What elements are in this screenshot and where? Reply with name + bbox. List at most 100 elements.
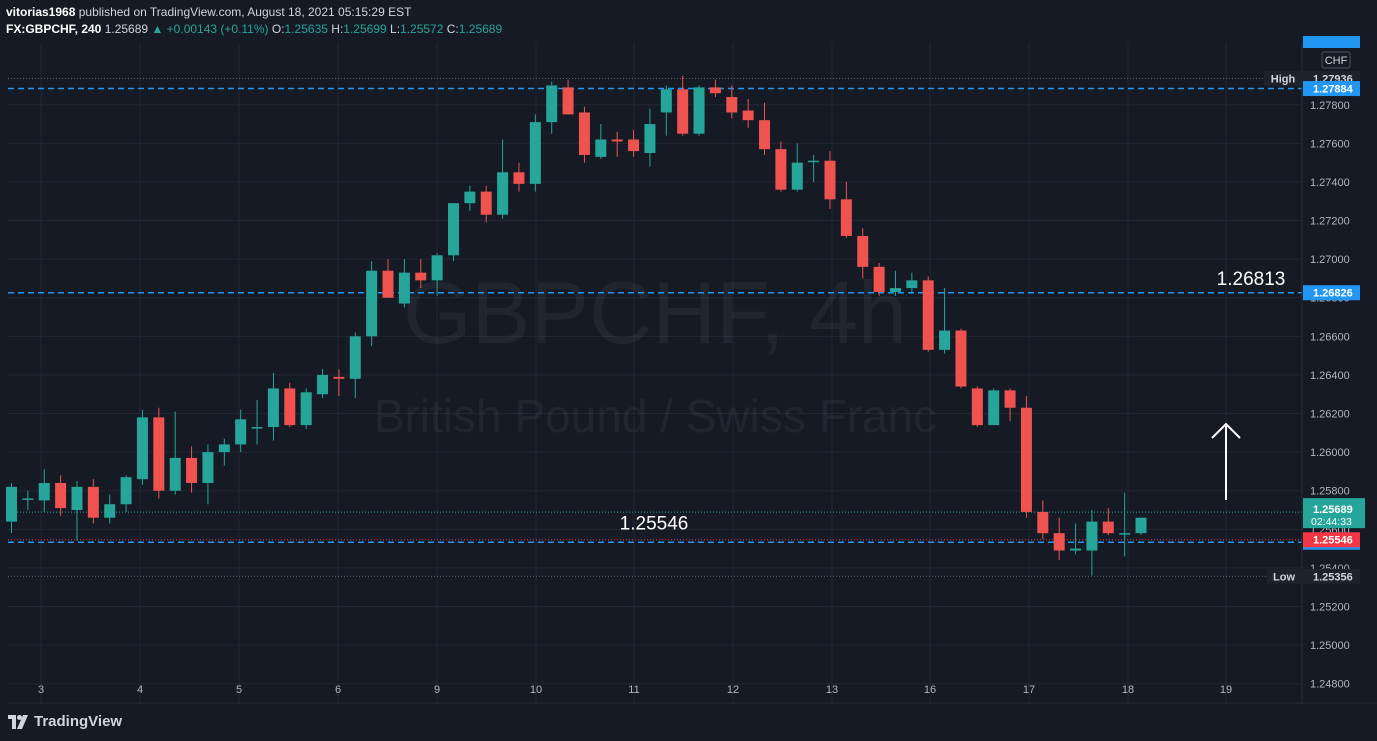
candle-body[interactable] [759, 120, 771, 150]
candle-body[interactable] [889, 288, 901, 292]
publish-line: vitorias1968 published on TradingView.co… [6, 4, 502, 21]
candle-body[interactable] [398, 272, 410, 304]
candle-body[interactable] [87, 486, 99, 518]
candle-body[interactable] [578, 112, 590, 155]
candle-body[interactable] [726, 97, 738, 113]
candle-body[interactable] [1119, 533, 1131, 535]
ohlc-line: FX:GBPCHF, 240 1.25689 ▲ +0.00143 (+0.11… [6, 21, 502, 38]
low-value-tag[interactable]: 1.25356 [1313, 571, 1353, 583]
candle-body[interactable] [922, 280, 934, 350]
candle-body[interactable] [529, 122, 541, 184]
candle-body[interactable] [202, 452, 214, 483]
candle-body[interactable] [644, 124, 656, 153]
candle-body[interactable] [300, 392, 312, 426]
candle-body[interactable] [366, 270, 378, 337]
candle-body[interactable] [333, 376, 345, 379]
candle-body[interactable] [546, 85, 558, 123]
candle-body[interactable] [840, 199, 852, 236]
candle-body[interactable] [808, 160, 820, 163]
candle-body[interactable] [251, 427, 263, 429]
candle-body[interactable] [136, 417, 148, 480]
grid [8, 43, 1302, 703]
candle-body[interactable] [628, 139, 640, 152]
candle-body[interactable] [153, 417, 165, 491]
candle-body[interactable] [38, 483, 50, 501]
candle-body[interactable] [104, 504, 116, 518]
candle-body[interactable] [464, 191, 476, 204]
candle-body[interactable] [955, 330, 967, 387]
last-price-tag[interactable]: 1.25689 [1313, 504, 1353, 516]
candle-body[interactable] [71, 486, 83, 511]
candle-body[interactable] [235, 419, 247, 445]
candle-body[interactable] [873, 266, 885, 292]
candle-body[interactable] [1053, 533, 1065, 551]
candle-body[interactable] [1020, 407, 1032, 512]
candle-body[interactable] [1004, 390, 1016, 408]
candle-body[interactable] [1135, 517, 1147, 534]
price-annotation[interactable]: 1.25546 [620, 514, 689, 535]
candle-body[interactable] [677, 89, 689, 134]
time-tick: 18 [1122, 684, 1134, 696]
candle-body[interactable] [971, 388, 983, 426]
candle-body[interactable] [382, 270, 394, 298]
candle-body[interactable] [415, 272, 427, 281]
candle-body[interactable] [791, 162, 803, 190]
candle-body[interactable] [267, 388, 279, 428]
candle-body[interactable] [447, 203, 459, 256]
candle-body[interactable] [709, 87, 721, 94]
bid-tag[interactable]: 1.25546 [1313, 535, 1353, 547]
candle-body[interactable] [120, 477, 132, 505]
close-value: 1.25689 [458, 22, 503, 36]
price-tick: 1.24800 [1310, 679, 1350, 691]
high-label: H: [331, 22, 344, 36]
candle-body[interactable] [906, 280, 918, 289]
level-tag-1[interactable]: 1.27884 [1313, 84, 1354, 96]
horizontal-lines [8, 78, 1302, 577]
time-tick: 11 [628, 684, 639, 696]
candle-body[interactable] [480, 191, 492, 215]
author-name[interactable]: vitorias1968 [6, 5, 76, 19]
candle-body[interactable] [55, 483, 67, 509]
price-tick: 1.25800 [1310, 486, 1350, 498]
candle-body[interactable] [693, 87, 705, 134]
candle-body[interactable] [431, 255, 443, 281]
low-value-tag-bg [1303, 568, 1360, 584]
candle-body[interactable] [611, 139, 623, 142]
candle-body[interactable] [1037, 511, 1049, 534]
candle-body[interactable] [595, 139, 607, 157]
candle-body[interactable] [1102, 521, 1114, 534]
candle-body[interactable] [1086, 521, 1098, 551]
candle-body[interactable] [775, 149, 787, 190]
price-annotation[interactable]: 1.26813 [1217, 269, 1286, 290]
candle-body[interactable] [562, 87, 574, 115]
candle-body[interactable] [497, 172, 509, 215]
time-axis[interactable]: 3 4 5 6 9 10 11 12 13 16 17 18 19 [38, 684, 1232, 696]
candle-body[interactable] [186, 457, 198, 483]
candle-body[interactable] [6, 486, 17, 522]
symbol-label[interactable]: FX:GBPCHF, 240 [6, 22, 102, 36]
price-axis[interactable]: 1.27800 1.27600 1.27400 1.27200 1.27000 1.268… [1310, 100, 1350, 691]
candle-body[interactable] [824, 160, 836, 200]
candle-body[interactable] [169, 457, 181, 491]
candle-body[interactable] [218, 444, 230, 453]
candle-body[interactable] [660, 89, 672, 113]
candle-body[interactable] [742, 110, 754, 121]
candle-body[interactable] [988, 390, 1000, 426]
candle-body[interactable] [513, 172, 525, 184]
candle-body[interactable] [1070, 548, 1082, 551]
candle-body[interactable] [857, 235, 869, 267]
watermark-name: British Pound / Swiss Franc [374, 390, 936, 442]
price-tick: 1.27200 [1310, 216, 1350, 228]
currency-badge[interactable]: CHF [1321, 51, 1351, 69]
candle-body[interactable] [22, 498, 34, 500]
candle-body[interactable] [349, 336, 361, 379]
watermark-symbol: GBPCHF, 4h [403, 263, 907, 362]
price-change: +0.00143 (+0.11%) [166, 22, 269, 36]
tradingview-branding[interactable]: TradingView [8, 713, 122, 730]
candle-body[interactable] [284, 388, 296, 426]
candle-body[interactable] [317, 374, 329, 395]
time-tick: 10 [530, 684, 542, 696]
candle-body[interactable] [939, 330, 951, 350]
level-tag-2[interactable]: 1.26826 [1313, 288, 1353, 300]
